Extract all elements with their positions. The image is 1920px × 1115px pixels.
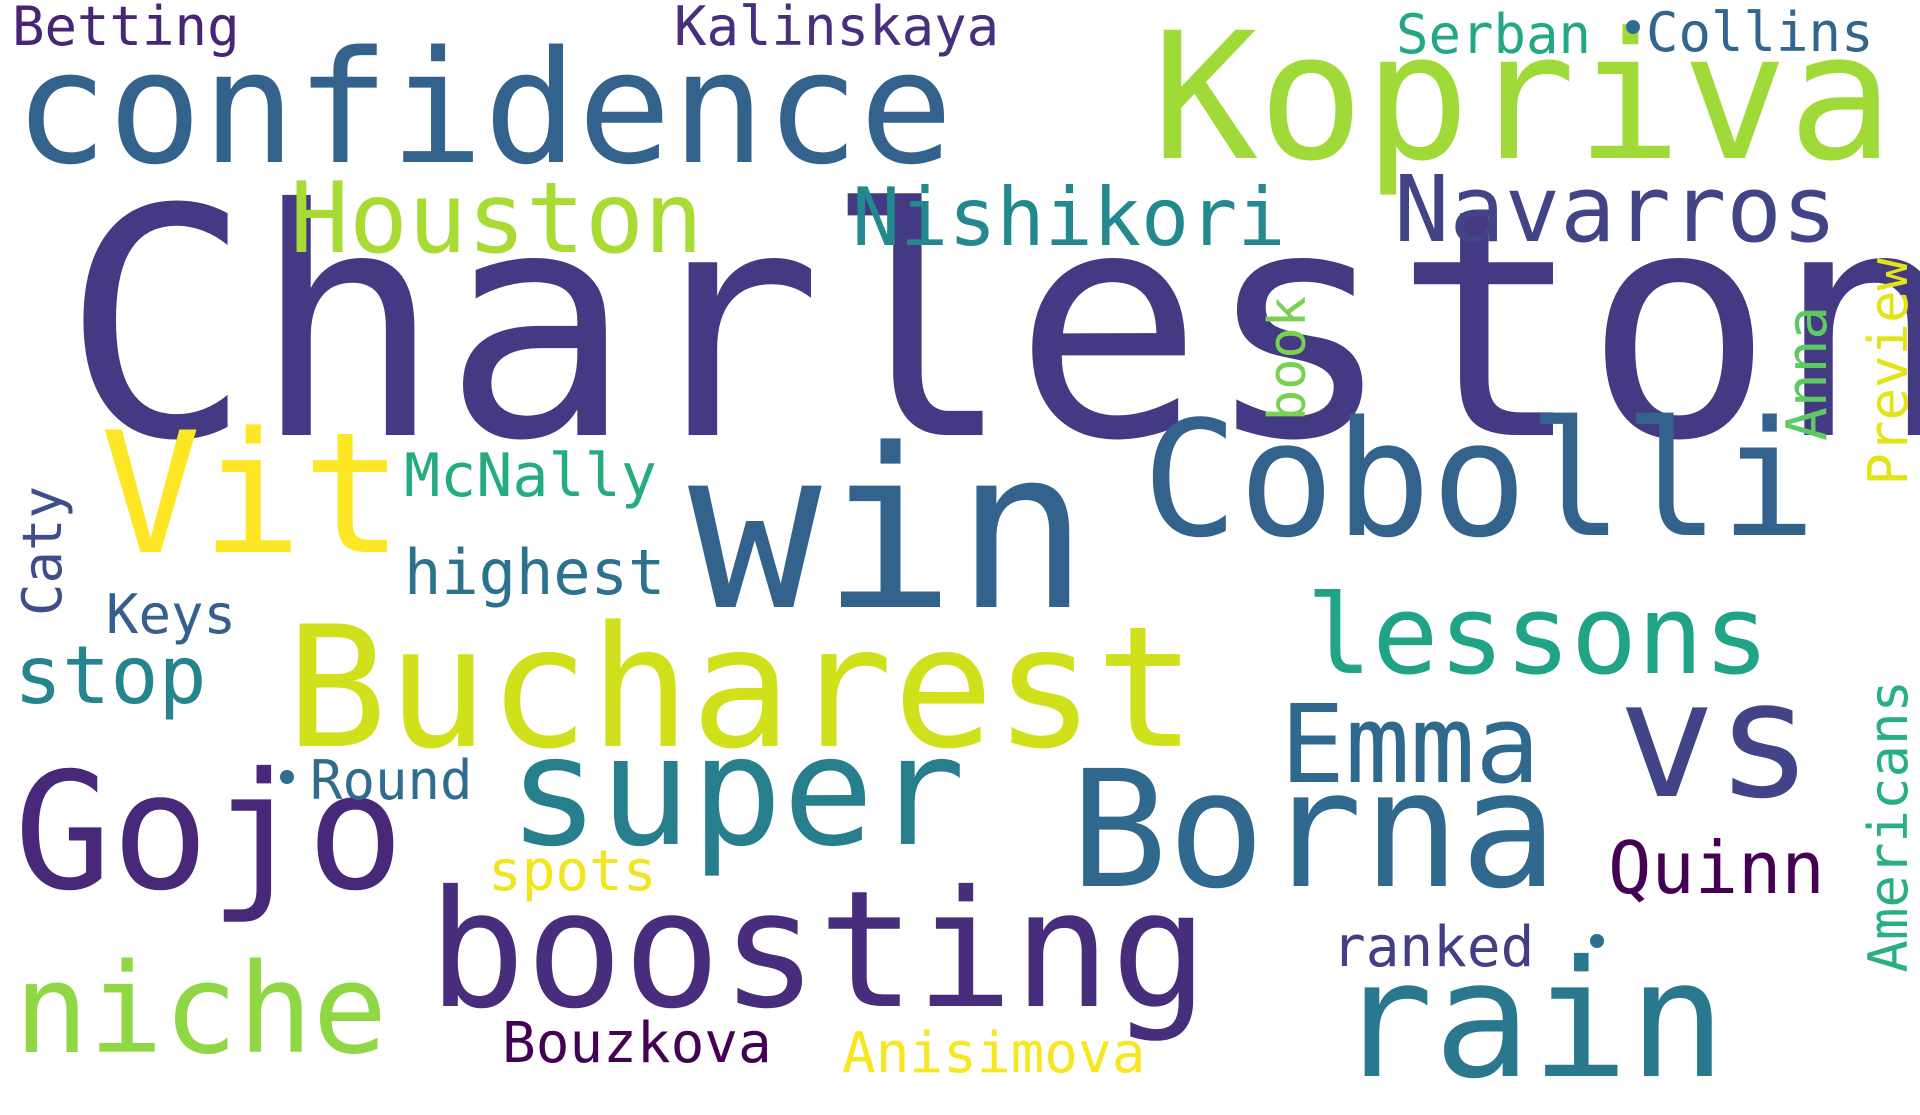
word-win: win <box>688 402 1089 660</box>
word-nishikori: Nishikori <box>852 171 1286 264</box>
word-confidence: confidence <box>14 17 954 199</box>
word-niche: niche <box>14 938 388 1082</box>
word-bouzkova: Bouzkova <box>502 1011 772 1076</box>
decorative-dot <box>280 770 294 784</box>
word-vs: vs <box>1618 647 1814 835</box>
decorative-dot <box>1626 20 1640 34</box>
word-borna: Borna <box>1070 737 1558 925</box>
word-preview: Preview <box>1857 258 1920 486</box>
word-emma: Emma <box>1280 683 1541 808</box>
word-gojo: Gojo <box>14 739 405 927</box>
word-kopriva: Kopriva <box>1152 0 1894 200</box>
word-lessons: lessons <box>1306 571 1770 699</box>
word-book: book <box>1258 296 1318 422</box>
word-caty: Caty <box>11 486 74 617</box>
word-rain: rain <box>1336 927 1727 1115</box>
word-cobolli: Cobolli <box>1142 386 1817 573</box>
word-charleston: Charleston <box>62 142 1920 510</box>
word-highest: highest <box>404 536 666 609</box>
word-houston: Houston <box>290 162 704 276</box>
word-stop: stop <box>14 629 207 722</box>
word-cloud: Charleston confidence Kopriva win Coboll… <box>11 0 1920 1102</box>
word-navarros: Navarros <box>1394 156 1838 263</box>
word-super: super <box>508 703 966 880</box>
word-spots: spots <box>488 839 657 904</box>
word-anna: Anna <box>1775 306 1840 441</box>
word-keys: Keys <box>106 583 237 646</box>
word-anisimova: Anisimova <box>842 1021 1146 1086</box>
word-betting: Betting <box>12 0 240 58</box>
word-collins: Collins <box>1646 1 1874 64</box>
word-round: Round <box>310 749 473 812</box>
word-quinn: Quinn <box>1608 826 1825 910</box>
word-mcnally: McNally <box>404 441 657 511</box>
word-boosting: boosting <box>428 857 1209 1045</box>
word-bucharest: Bucharest <box>286 590 1197 786</box>
word-ranked: ranked <box>1332 915 1535 980</box>
word-vit: Vit <box>100 396 404 592</box>
word-americans: Americans <box>1857 680 1920 973</box>
word-kalinskaya: Kalinskaya <box>674 0 1000 58</box>
decorative-dot <box>1590 934 1604 948</box>
word-serban: Serban <box>1396 3 1592 66</box>
